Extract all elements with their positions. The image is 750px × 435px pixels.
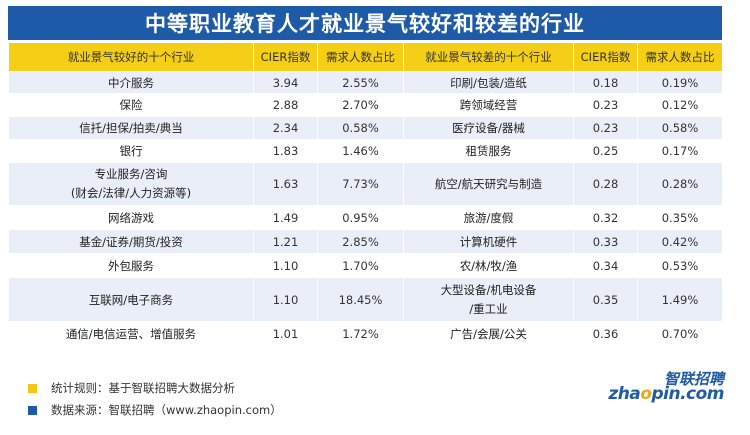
bad-industry: 旅游/度假 xyxy=(403,205,574,230)
good-cier: 1.49 xyxy=(253,205,318,230)
bad-industry: 印刷/包装/造纸 xyxy=(403,71,574,94)
table-row: 专业服务/咨询 (财会/法律/人力资源等) 1.63 7.73% 航空/航天研究… xyxy=(8,162,723,206)
good-industry-line1: 专业服务/咨询 xyxy=(94,167,168,181)
good-cier: 1.63 xyxy=(253,162,318,206)
good-industry: 银行 xyxy=(8,139,254,163)
bad-cier: 0.33 xyxy=(573,229,638,254)
bad-cier: 0.34 xyxy=(573,253,638,278)
logo-en-accent: o xyxy=(640,384,652,404)
page-title: 中等职业教育人才就业景气较好和较差的行业 xyxy=(8,6,722,40)
good-cier: 3.94 xyxy=(253,71,318,94)
good-industry-line2: (财会/法律/人力资源等) xyxy=(70,186,192,200)
table-row: 中介服务 3.94 2.55% 印刷/包装/造纸 0.18 0.19% xyxy=(8,71,723,94)
good-ratio: 2.70% xyxy=(317,93,404,117)
good-ratio: 0.58% xyxy=(317,116,404,140)
good-industry: 保险 xyxy=(8,93,254,117)
good-industry: 基金/证券/期货/投资 xyxy=(8,229,254,254)
good-cier: 2.88 xyxy=(253,93,318,117)
bad-cier: 0.35 xyxy=(573,277,638,322)
bad-cier: 0.25 xyxy=(573,139,638,163)
good-ratio: 1.72% xyxy=(317,321,404,346)
logo-en-pre: zha xyxy=(608,384,641,404)
bad-industry: 大型设备/机电设备 /重工业 xyxy=(403,277,574,322)
bad-cier: 0.23 xyxy=(573,116,638,140)
bad-industry-line1: 大型设备/机电设备 xyxy=(440,282,537,297)
bad-cier: 0.32 xyxy=(573,205,638,230)
good-cier: 1.10 xyxy=(253,253,318,278)
table-row: 网络游戏 1.49 0.95% 旅游/度假 0.32 0.35% xyxy=(8,205,723,230)
bad-ratio: 0.58% xyxy=(637,116,723,140)
table-row: 信托/担保/拍卖/典当 2.34 0.58% 医疗设备/器械 0.23 0.58… xyxy=(8,116,723,140)
good-ratio: 7.73% xyxy=(317,162,404,206)
bad-industry: 航空/航天研究与制造 xyxy=(403,162,574,206)
bad-ratio: 0.12% xyxy=(637,93,723,117)
header-bad-ratio: 需求人数占比 xyxy=(637,42,723,72)
footer-source-text: 数据来源：智联招聘（www.zhaopin.com） xyxy=(51,403,282,417)
bad-ratio: 1.49% xyxy=(637,277,723,322)
good-ratio: 18.45% xyxy=(317,277,404,322)
bad-cier: 0.36 xyxy=(573,321,638,346)
footer-source-line: 数据来源：智联招聘（www.zhaopin.com） xyxy=(28,400,282,420)
table-row: 外包服务 1.10 1.70% 农/林/牧/渔 0.34 0.53% xyxy=(8,253,723,278)
table-row: 银行 1.83 1.46% 租赁服务 0.25 0.17% xyxy=(8,139,723,163)
good-cier: 1.83 xyxy=(253,139,318,163)
good-industry: 专业服务/咨询 (财会/法律/人力资源等) xyxy=(8,162,254,206)
good-ratio: 2.85% xyxy=(317,229,404,254)
bad-ratio: 0.19% xyxy=(637,71,723,94)
bad-industry: 医疗设备/器械 xyxy=(403,116,574,140)
footer-rule-text: 统计规则：基于智联招聘大数据分析 xyxy=(51,381,235,395)
logo-en-post: pin.com xyxy=(651,384,724,404)
good-ratio: 1.46% xyxy=(317,139,404,163)
table-row: 互联网/电子商务 1.10 18.45% 大型设备/机电设备 /重工业 0.35… xyxy=(8,277,723,322)
yellow-square-icon xyxy=(28,383,37,393)
good-cier: 1.01 xyxy=(253,321,318,346)
good-cier: 1.10 xyxy=(253,277,318,322)
good-industry: 外包服务 xyxy=(8,253,254,278)
bad-ratio: 0.35% xyxy=(637,205,723,230)
logo-cn-text: 智联招聘 xyxy=(663,370,724,388)
table-row: 通信/电信运营、增值服务 1.01 1.72% 广告/会展/公关 0.36 0.… xyxy=(8,321,723,346)
good-ratio: 2.55% xyxy=(317,71,404,94)
bad-cier: 0.23 xyxy=(573,93,638,117)
bad-cier: 0.18 xyxy=(573,71,638,94)
blue-square-icon xyxy=(28,405,37,415)
bad-industry-line2: /重工业 xyxy=(469,301,508,316)
bad-ratio: 0.70% xyxy=(637,321,723,346)
bad-industry: 广告/会展/公关 xyxy=(403,321,574,346)
good-industry: 信托/担保/拍卖/典当 xyxy=(8,116,254,140)
good-industry: 通信/电信运营、增值服务 xyxy=(8,321,254,346)
footer-rule-line: 统计规则：基于智联招聘大数据分析 xyxy=(28,378,282,398)
header-bad-industry: 就业景气较差的十个行业 xyxy=(403,42,574,72)
bad-ratio: 0.42% xyxy=(637,229,723,254)
bad-industry: 租赁服务 xyxy=(403,139,574,163)
zhaopin-logo: 智联招聘 zhaopin.com xyxy=(608,368,724,412)
bad-industry: 跨领域经营 xyxy=(403,93,574,117)
bad-ratio: 0.28% xyxy=(637,162,723,206)
bad-cier: 0.28 xyxy=(573,162,638,206)
good-industry: 网络游戏 xyxy=(8,205,254,230)
table-header: 就业景气较好的十个行业 CIER指数 需求人数占比 就业景气较差的十个行业 CI… xyxy=(8,42,723,72)
bad-ratio: 0.53% xyxy=(637,253,723,278)
table-row: 基金/证券/期货/投资 1.21 2.85% 计算机硬件 0.33 0.42% xyxy=(8,229,723,254)
bad-industry: 计算机硬件 xyxy=(403,229,574,254)
bad-industry: 农/林/牧/渔 xyxy=(403,253,574,278)
good-ratio: 1.70% xyxy=(317,253,404,278)
good-industry: 中介服务 xyxy=(8,71,254,94)
good-cier: 2.34 xyxy=(253,116,318,140)
header-good-industry: 就业景气较好的十个行业 xyxy=(8,42,254,72)
header-good-ratio: 需求人数占比 xyxy=(317,42,404,72)
industry-table: 就业景气较好的十个行业 CIER指数 需求人数占比 就业景气较差的十个行业 CI… xyxy=(8,42,723,346)
logo-en-text: zhaopin.com xyxy=(608,384,724,404)
good-cier: 1.21 xyxy=(253,229,318,254)
header-bad-cier: CIER指数 xyxy=(573,42,638,72)
good-industry: 互联网/电子商务 xyxy=(8,277,254,322)
table-row: 保险 2.88 2.70% 跨领域经营 0.23 0.12% xyxy=(8,93,723,117)
header-good-cier: CIER指数 xyxy=(253,42,318,72)
good-ratio: 0.95% xyxy=(317,205,404,230)
bad-ratio: 0.17% xyxy=(637,139,723,163)
footer-notes: 统计规则：基于智联招聘大数据分析 数据来源：智联招聘（www.zhaopin.c… xyxy=(28,378,282,422)
